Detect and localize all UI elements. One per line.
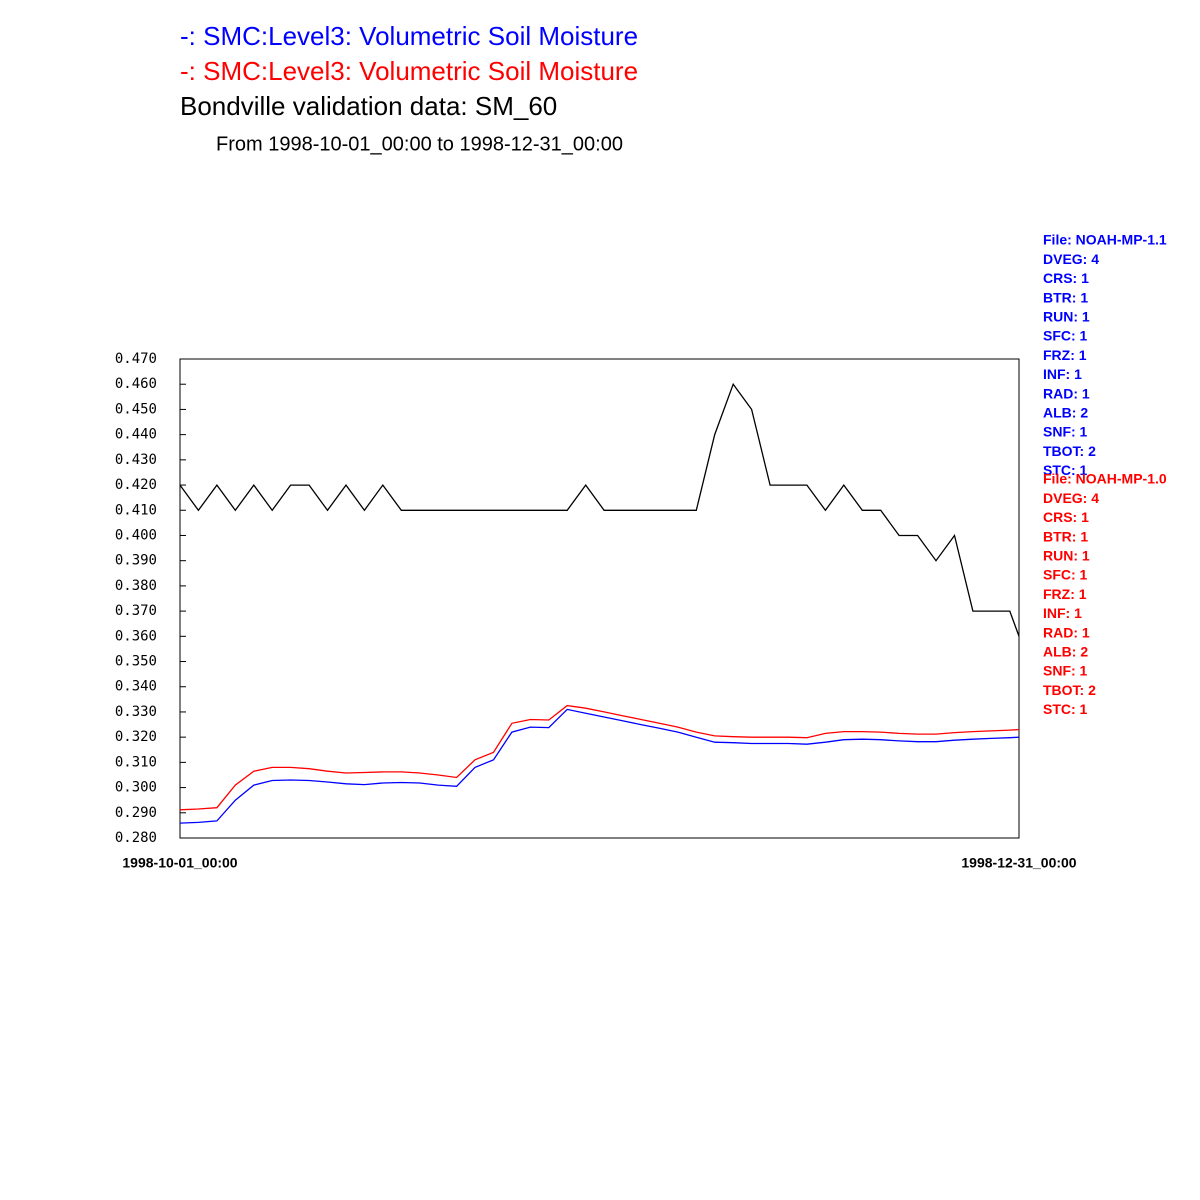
info-label: BTR: 1	[1043, 528, 1088, 544]
info-label: TBOT: 2	[1043, 443, 1096, 459]
x-tick-label: 1998-12-31_00:00	[961, 855, 1076, 871]
y-tick-label: 0.280	[115, 830, 157, 846]
y-tick-label: 0.310	[115, 754, 157, 770]
y-tick-label: 0.420	[115, 477, 157, 493]
info-label: DVEG: 4	[1043, 490, 1099, 506]
y-tick-label: 0.360	[115, 628, 157, 644]
info-label: STC: 1	[1043, 462, 1088, 478]
info-label: File: NOAH-MP-1.1	[1043, 232, 1167, 248]
info-label: ALB: 2	[1043, 644, 1088, 660]
plot-frame	[179, 358, 1020, 839]
legend-entry: -: SMC:Level3: Volumetric Soil Moisture	[180, 56, 638, 86]
legend-entry: -: SMC:Level3: Volumetric Soil Moisture	[180, 21, 638, 51]
y-tick-label: 0.340	[115, 679, 157, 695]
series-line	[179, 382, 1020, 637]
y-tick-label: 0.300	[115, 780, 157, 796]
chart-subtitle: From 1998-10-01_00:00 to 1998-12-31_00:0…	[216, 133, 623, 155]
info-label: BTR: 1	[1043, 289, 1088, 305]
info-label: SFC: 1	[1043, 328, 1088, 344]
info-label: STC: 1	[1043, 701, 1088, 717]
y-tick-label: 0.320	[115, 729, 157, 745]
series-line	[179, 704, 1020, 811]
info-label: FRZ: 1	[1043, 347, 1087, 363]
info-label: INF: 1	[1043, 366, 1082, 382]
y-tick-label: 0.330	[115, 704, 157, 720]
info-label: SFC: 1	[1043, 567, 1088, 583]
info-label: SNF: 1	[1043, 663, 1088, 679]
series-line	[179, 708, 1020, 824]
info-label: SNF: 1	[1043, 424, 1088, 440]
info-label: CRS: 1	[1043, 509, 1089, 525]
y-tick-label: 0.400	[115, 527, 157, 543]
info-label: RUN: 1	[1043, 548, 1090, 564]
info-label: RAD: 1	[1043, 624, 1090, 640]
info-label: TBOT: 2	[1043, 682, 1096, 698]
y-tick-label: 0.350	[115, 654, 157, 670]
y-tick-label: 0.440	[115, 427, 157, 443]
info-label: FRZ: 1	[1043, 586, 1087, 602]
info-label: File: NOAH-MP-1.0	[1043, 471, 1167, 487]
info-label: RUN: 1	[1043, 309, 1090, 325]
y-tick-label: 0.470	[115, 351, 157, 367]
info-label: ALB: 2	[1043, 405, 1088, 421]
y-tick-label: 0.410	[115, 502, 157, 518]
info-label: RAD: 1	[1043, 385, 1090, 401]
y-tick-label: 0.290	[115, 805, 157, 821]
y-tick-label: 0.460	[115, 376, 157, 392]
y-tick-label: 0.450	[115, 401, 157, 417]
info-label: INF: 1	[1043, 605, 1082, 621]
info-label: DVEG: 4	[1043, 251, 1099, 267]
info-label: CRS: 1	[1043, 270, 1089, 286]
y-tick-label: 0.370	[115, 603, 157, 619]
y-tick-label: 0.430	[115, 452, 157, 468]
chart-title: Bondville validation data: SM_60	[180, 91, 557, 121]
y-tick-label: 0.390	[115, 553, 157, 569]
x-tick-label: 1998-10-01_00:00	[122, 855, 237, 871]
y-tick-label: 0.380	[115, 578, 157, 594]
